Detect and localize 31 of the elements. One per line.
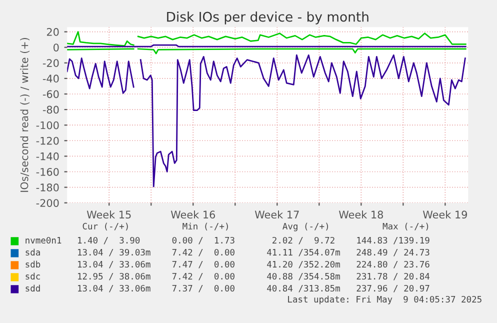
- x-tick-label: Week 17: [254, 210, 299, 219]
- y-tick-label: -80: [42, 106, 59, 114]
- text: 13.04 / 33.06m 7.37 / 0.00 40.84 /313.85m 237.96 / 20.97: [78, 284, 430, 292]
- x-tick-label: Week 18: [338, 210, 383, 219]
- y-tick-label: -140: [36, 152, 59, 160]
- legend-label: nvme0n1: [26, 236, 62, 244]
- legend-label: sdc: [26, 272, 40, 280]
- legend-label: sda: [26, 248, 40, 256]
- y-tick-label: 0: [54, 44, 59, 52]
- legend-label: sdb: [26, 260, 40, 268]
- y-tick-label: -40: [42, 74, 59, 83]
- y-tick-label: -200: [36, 199, 59, 207]
- text: 13.04 / 33.06m 7.47 / 0.00 41.20 /352.20m 224.80 / 23.76: [78, 260, 430, 268]
- legend-label: sdd: [26, 284, 40, 292]
- x-tick-label: Week 16: [170, 210, 216, 219]
- y-tick-label: 20: [46, 28, 59, 36]
- y-tick-label: -180: [36, 184, 59, 192]
- chart-title: Disk IOs per device - by month: [167, 12, 368, 24]
- y-tick-label: -160: [36, 168, 59, 176]
- x-tick-label: Week 19: [422, 210, 467, 219]
- text: Last update: Fri May 9 04:05:37 2025: [288, 296, 482, 304]
- text: 12.95 / 38.06m 7.42 / 0.00 40.88 /354.58m 231.78 / 20.84: [78, 272, 430, 280]
- y-tick-label: -100: [36, 121, 59, 130]
- y-tick-label: -20: [42, 59, 59, 67]
- text: Cur (-/+) Min (-/+) Avg (-/+) Max (-/+): [82, 222, 428, 232]
- text: 13.04 / 39.03m 7.42 / 0.00 41.11 /354.07m 248.49 / 24.73: [78, 248, 430, 256]
- y-tick-label: -60: [42, 90, 59, 98]
- x-tick-label: Week 15: [86, 210, 131, 219]
- text: 1.40 / 3.90 0.00 / 1.73 2.02 / 9.72 144.83 /139.19: [78, 236, 430, 244]
- y-axis-title: IOs/second read (-) / write (+): [20, 38, 30, 192]
- y-tick-label: -120: [36, 136, 59, 145]
